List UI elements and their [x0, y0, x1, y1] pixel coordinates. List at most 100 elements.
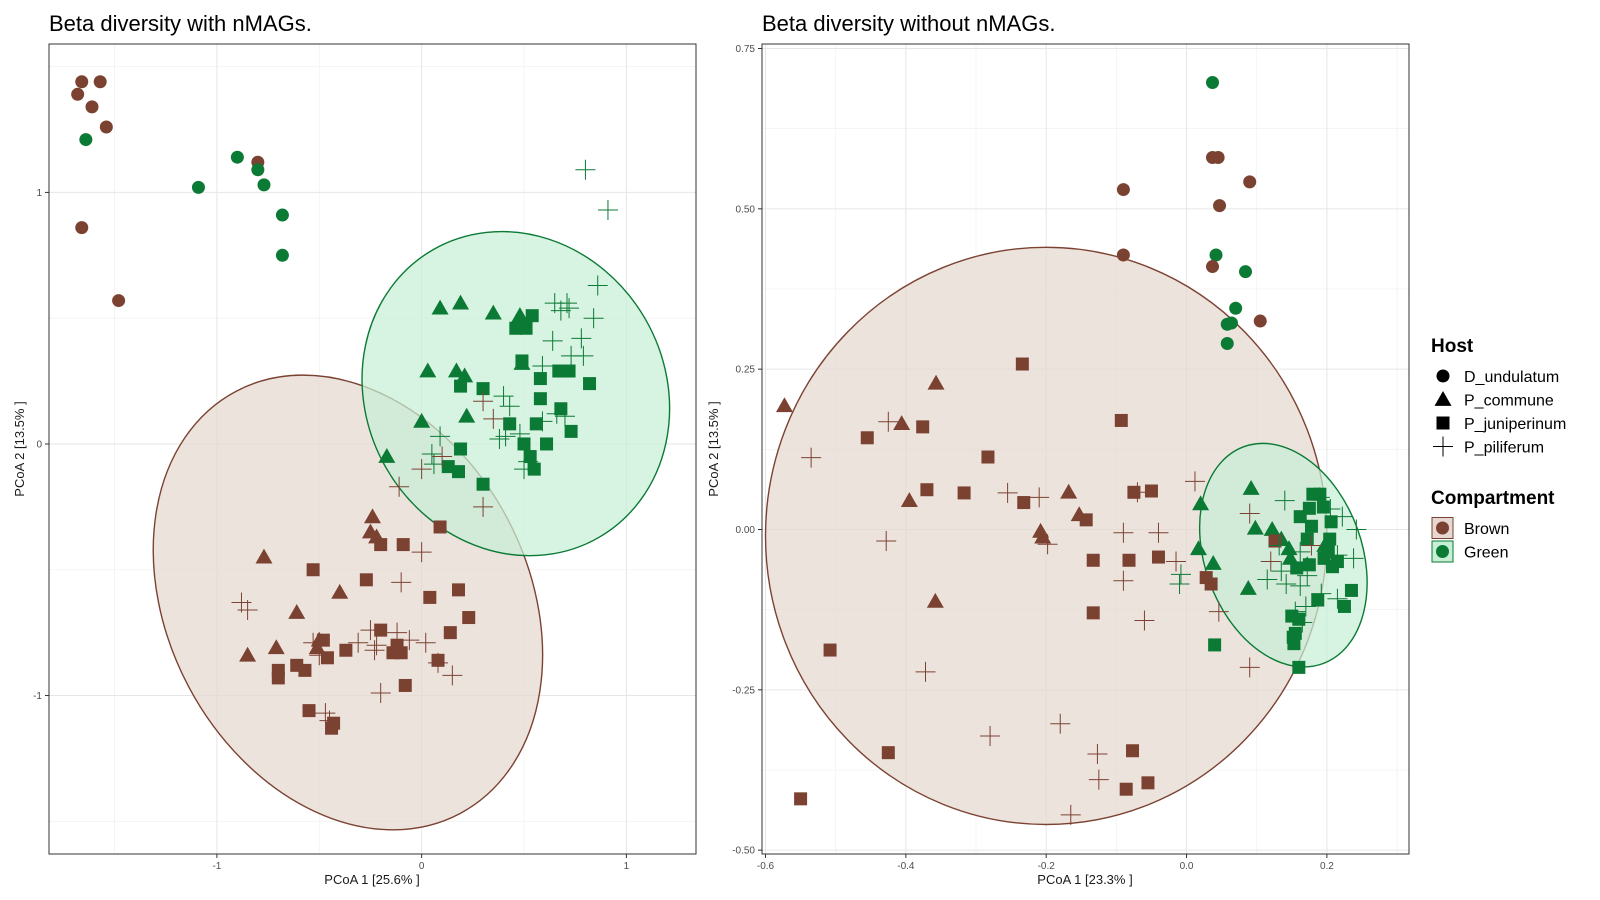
point-d_undulatum-green	[251, 163, 265, 177]
point-d_undulatum-brown	[1211, 151, 1225, 165]
point-p_juniperinum-brown	[1086, 553, 1100, 567]
point-p_juniperinum-brown	[302, 704, 316, 718]
legend-key-triangle-icon	[1434, 391, 1452, 406]
x-tick-label: 0	[419, 861, 425, 872]
point-p_piliferum-brown	[348, 632, 369, 653]
point-p_piliferum-green	[542, 330, 563, 351]
point-p_piliferum-brown	[415, 632, 436, 653]
point-p_commune-green	[1189, 540, 1207, 556]
point-p_commune-green	[511, 307, 529, 323]
point-p_piliferum-green	[1169, 574, 1190, 594]
point-p_juniperinum-brown	[916, 420, 930, 434]
point-p_piliferum-brown	[1029, 487, 1050, 508]
point-p_piliferum-green	[597, 200, 618, 221]
point-p_juniperinum-brown	[271, 671, 285, 685]
point-p_juniperinum-green	[1290, 561, 1304, 575]
point-p_piliferum-green	[1327, 588, 1348, 609]
point-p_juniperinum-green	[1326, 560, 1340, 574]
legend: Host D_undulatum P_commune P_juniperinum P_…	[1431, 336, 1566, 563]
point-p_juniperinum-green	[540, 437, 554, 451]
point-d_undulatum-brown	[1243, 175, 1257, 189]
point-p_piliferum-brown	[878, 411, 899, 432]
point-d_undulatum-green	[230, 150, 244, 164]
point-p_juniperinum-green	[1302, 558, 1316, 572]
point-p_commune-green	[458, 407, 476, 423]
point-p_piliferum-green	[1274, 490, 1295, 511]
point-p_juniperinum-brown	[881, 746, 895, 760]
legend-host-label: P_commune	[1464, 393, 1554, 410]
x-tick-label: -0.2	[1038, 861, 1056, 872]
point-p_juniperinum-green	[1300, 532, 1314, 546]
point-d_undulatum-brown	[1213, 199, 1227, 213]
point-p_juniperinum-brown	[1079, 513, 1093, 527]
legend-key-circle-icon	[1436, 521, 1449, 535]
point-p_juniperinum-brown	[1015, 357, 1029, 371]
point-p_piliferum-green	[1290, 541, 1311, 562]
y-tick-label: 1	[36, 188, 42, 199]
point-p_juniperinum-brown	[794, 792, 808, 806]
legend-key-square-icon	[1436, 416, 1450, 430]
point-p_commune-green	[484, 304, 502, 320]
point-p_juniperinum-brown	[920, 483, 934, 497]
point-p_piliferum-green	[1309, 487, 1330, 508]
point-p_piliferum-brown	[360, 620, 381, 641]
point-p_commune-green	[1204, 554, 1222, 570]
point-p_piliferum-brown	[483, 408, 504, 429]
point-d_undulatum-green	[275, 248, 289, 262]
point-p_piliferum-green	[518, 451, 539, 472]
point-p_piliferum-green	[514, 459, 535, 480]
point-d_undulatum-brown	[1116, 183, 1130, 197]
y-axis-label: PCoA 2 [13.5% ]	[12, 401, 27, 496]
y-tick-label: 0.50	[736, 204, 756, 215]
legend-compartment-label: Green	[1464, 545, 1508, 562]
point-p_commune-brown	[1060, 483, 1078, 499]
point-p_piliferum-brown	[1113, 522, 1134, 543]
point-p_juniperinum-green	[441, 460, 455, 474]
x-axis-label: PCoA 1 [23.3% ]	[1037, 872, 1132, 887]
point-p_commune-brown	[267, 639, 285, 655]
point-p_commune-brown	[900, 492, 918, 508]
point-p_piliferum-green	[421, 444, 442, 465]
point-p_piliferum-green	[561, 345, 582, 366]
point-p_piliferum-brown	[1260, 551, 1281, 572]
plot-border	[761, 43, 1410, 855]
point-p_juniperinum-green	[552, 364, 566, 378]
legend-key-circle-icon	[1436, 545, 1449, 558]
point-p_piliferum-green	[587, 275, 608, 296]
point-d_undulatum-green	[191, 180, 205, 194]
point-p_piliferum-brown	[473, 496, 494, 517]
point-p_piliferum-green	[495, 426, 516, 447]
legend-host-label: D_undulatum	[1464, 369, 1559, 386]
point-p_juniperinum-green	[533, 372, 547, 386]
y-tick-label: 0.00	[736, 525, 756, 536]
point-p_juniperinum-brown	[1141, 776, 1155, 790]
point-p_piliferum-brown	[432, 446, 453, 467]
point-p_juniperinum-brown	[374, 538, 388, 552]
point-p_juniperinum-green	[454, 379, 468, 393]
point-p_piliferum-green	[1290, 575, 1311, 596]
point-p_piliferum-brown	[1239, 503, 1260, 524]
x-tick-label: -0.6	[757, 861, 775, 872]
point-p_piliferum-brown	[389, 476, 410, 497]
point-p_juniperinum-brown	[1122, 553, 1136, 567]
point-d_undulatum-green	[79, 133, 93, 147]
point-p_juniperinum-green	[503, 417, 517, 431]
point-p_piliferum-green	[532, 411, 553, 432]
y-axis-label: PCoA 2 [13.5% ]	[706, 401, 721, 496]
point-d_undulatum-green	[1209, 248, 1223, 262]
point-p_piliferum-green	[1327, 545, 1348, 566]
point-p_juniperinum-brown	[1151, 550, 1165, 564]
point-p_juniperinum-brown	[298, 663, 312, 677]
point-p_piliferum-brown	[1060, 804, 1081, 825]
legend-host-label: P_piliferum	[1464, 440, 1544, 457]
point-p_piliferum-green	[546, 403, 567, 424]
point-p_juniperinum-green	[1324, 515, 1338, 529]
point-p_commune-green	[1242, 479, 1260, 495]
point-p_juniperinum-green	[454, 442, 468, 456]
point-p_juniperinum-brown	[359, 573, 373, 587]
point-p_juniperinum-green	[476, 477, 490, 491]
chart-title: Beta diversity without nMAGs.	[762, 11, 1055, 36]
point-p_piliferum-green	[1311, 583, 1332, 604]
point-p_piliferum-brown	[1127, 482, 1148, 503]
point-p_commune-green	[1263, 520, 1281, 536]
